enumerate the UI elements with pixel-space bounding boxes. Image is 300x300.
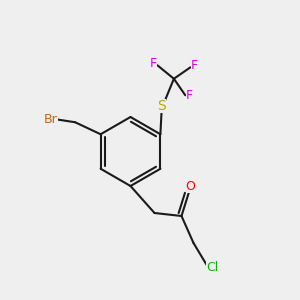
Text: Cl: Cl (206, 261, 218, 274)
Text: O: O (186, 180, 195, 193)
Text: F: F (150, 57, 157, 70)
Text: S: S (158, 99, 166, 113)
Text: Br: Br (44, 113, 58, 126)
Text: F: F (191, 59, 198, 72)
Text: F: F (186, 89, 193, 102)
